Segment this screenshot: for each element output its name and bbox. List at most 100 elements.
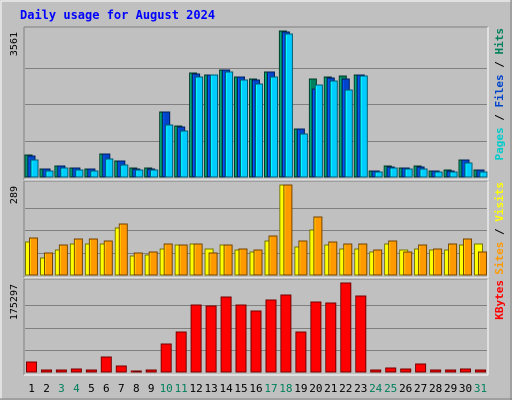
bar-kbytes [385,367,397,373]
bar-kbytes [400,368,412,373]
bar-kbytes [445,369,457,373]
bar-sites [433,248,443,276]
bar-kbytes [41,369,52,373]
legend-entry: / [493,222,506,242]
day-label: 27 [414,382,427,395]
day-label: 8 [133,382,140,395]
day-label: 29 [444,382,457,395]
bar-kbytes [115,365,127,373]
series-legend: KBytes [493,280,506,320]
day-label: 19 [294,382,307,395]
panels-layer: 3561 Pages / Files / Hits 289 Sites / Visit… [9,26,506,376]
bar-sites [358,243,368,276]
bar-pages [404,168,413,178]
bar-sites [163,243,173,276]
bar-kbytes [26,361,37,373]
bar-sites [118,223,128,276]
bar-sites [29,237,38,276]
bar-sites [448,243,458,276]
bar-pages [90,170,99,178]
bar-pages [329,80,338,178]
bar-pages [135,169,144,178]
panel-traffic: 3561 Pages / Files / Hits [9,26,506,181]
bar-kbytes [85,369,97,373]
bar-sites [268,235,278,276]
bar-kbytes [265,299,277,373]
day-label: 20 [309,382,322,395]
bar-sites [403,251,413,276]
bar-pages [270,76,278,178]
bar-kbytes [160,343,172,373]
y-max-label: 175297 [9,284,20,320]
bar-kbytes [145,369,157,373]
series-legend: Sites / Visits [493,182,506,275]
day-label: 25 [384,382,397,395]
bar-sites [373,249,383,276]
bar-pages [240,79,248,178]
bar-pages [374,171,383,178]
bar-pages [434,171,443,178]
bar-pages [180,130,189,178]
bar-pages [344,89,353,178]
series-pages [30,33,488,178]
bar-pages [255,83,263,178]
bar-pages [75,169,84,178]
bar-sites [88,238,98,276]
bar-sites [73,238,83,276]
bar-pages [284,33,293,178]
bar-kbytes [190,304,202,373]
bar-kbytes [475,369,486,373]
day-label: 3 [58,382,65,395]
bar-sites [463,238,472,276]
day-label: 22 [339,382,352,395]
bar-sites [253,249,263,276]
bar-kbytes [100,356,112,373]
panel-kbytes: 175297 KBytes [9,278,506,376]
bar-pages [210,74,219,178]
bar-sites [103,240,113,276]
day-labels: 1 2 3 4 5 6 7 8 9 10 11 12 13 14 15 16 17 18 19 20 21 22 23 24 2… [28,382,487,395]
day-label: 11 [175,382,188,395]
day-label: 31 [474,382,487,395]
bar-sites [208,252,218,276]
legend-entry: Pages [493,127,506,160]
bar-pages [165,124,174,178]
bar-kbytes [280,294,292,373]
bar-kbytes [295,331,307,373]
bar-pages [299,133,308,178]
bar-pages [314,84,323,178]
bar-kbytes [355,295,367,373]
bar-pages [479,171,488,178]
bar-kbytes [250,310,262,373]
legend-entry: Files [493,74,506,107]
bar-kbytes [235,304,247,373]
bar-pages [120,164,129,178]
y-max-label: 289 [9,186,20,204]
bar-kbytes [220,296,232,373]
legend-entry: KBytes [493,280,506,320]
bar-kbytes [340,282,352,373]
bar-sites [343,243,353,276]
bar-pages [389,167,398,178]
bar-sites [388,240,398,276]
bar-sites [223,244,233,276]
series-kbytes [26,282,486,373]
bar-pages [449,171,458,178]
bar-sites [193,243,203,276]
bar-sites [133,252,143,276]
bar-kbytes [175,331,187,373]
bar-kbytes [460,368,471,373]
day-label: 10 [160,382,173,395]
day-label: 7 [118,382,125,395]
day-label: 9 [148,382,155,395]
bar-kbytes [130,370,142,373]
chart-title: Daily usage for August 2024 [20,8,215,22]
day-label: 18 [279,382,292,395]
bar-sites [58,244,68,276]
bar-pages [105,158,114,178]
bar-kbytes [415,363,427,373]
day-label: 28 [429,382,442,395]
bar-sites [238,248,248,276]
bar-kbytes [325,302,337,373]
day-label: 26 [399,382,412,395]
